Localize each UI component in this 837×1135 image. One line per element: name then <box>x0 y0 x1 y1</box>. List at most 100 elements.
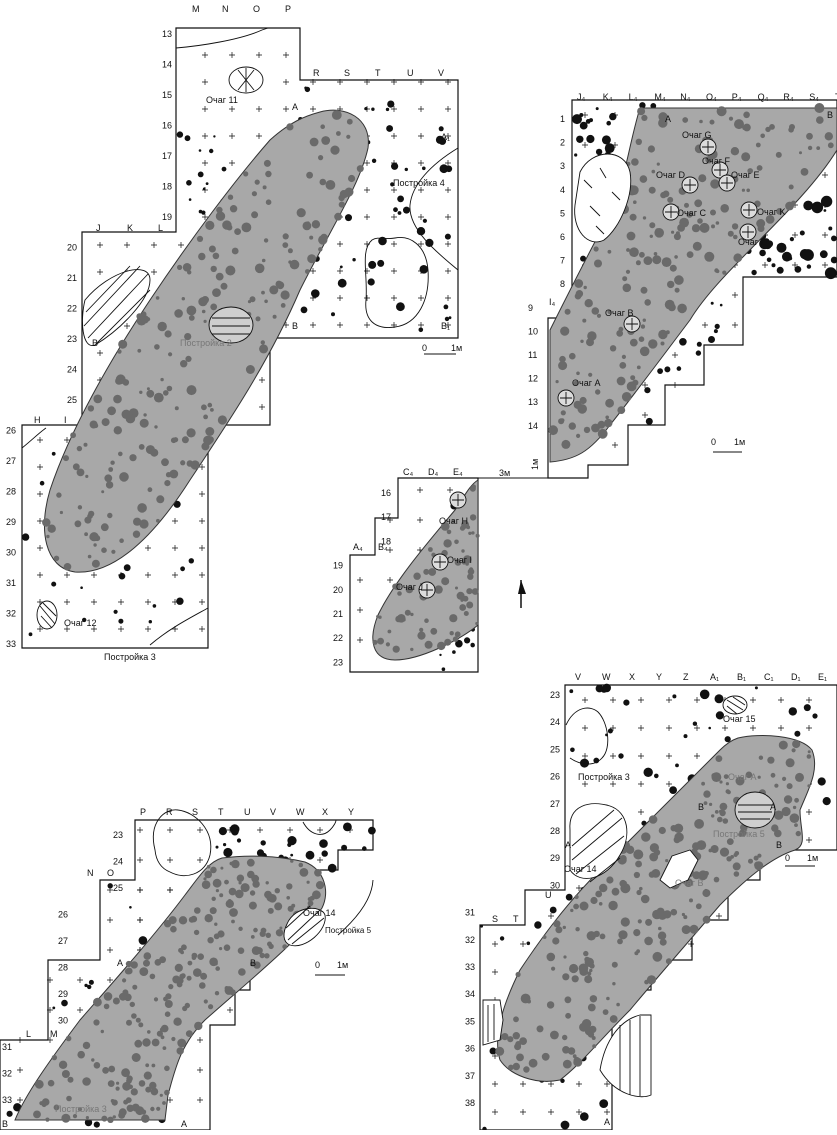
pit-dot <box>647 145 656 153</box>
plan2-hearth-symbols <box>418 138 758 599</box>
pit-dot <box>560 418 565 423</box>
pit-dot <box>715 269 720 274</box>
find-dot <box>290 853 294 857</box>
pit-dot <box>733 234 738 240</box>
pit-dot <box>170 925 177 933</box>
pit-dot <box>253 927 258 933</box>
find-dot <box>830 256 837 264</box>
pit-dot <box>662 190 670 198</box>
grid-cross <box>145 545 151 551</box>
contour-top <box>175 27 269 49</box>
pit-dot <box>594 259 602 268</box>
pit-dot <box>727 230 734 237</box>
pit-dot <box>265 199 272 205</box>
pit-dot <box>229 908 238 917</box>
pit-dot <box>290 859 294 863</box>
col-label: N <box>87 868 94 878</box>
find-dot <box>822 797 831 806</box>
pit-dot <box>187 960 193 966</box>
pit-dot <box>162 1046 167 1050</box>
pit-dot <box>579 901 589 911</box>
pit-dot <box>593 930 600 938</box>
pit-dot <box>507 1036 514 1043</box>
find-dot <box>364 107 368 111</box>
hearth-14-p4-hatch <box>571 809 625 883</box>
hearth-14-label: Очаг 14 <box>303 908 336 918</box>
pit-dot <box>224 986 234 995</box>
pit-dot <box>338 201 345 208</box>
pit-dot <box>63 455 69 462</box>
pit-dot <box>100 523 109 532</box>
pit-dot <box>203 414 209 420</box>
grid-cross <box>118 599 124 605</box>
find-dot <box>118 618 124 624</box>
pit-dot <box>184 333 192 341</box>
grid-cross <box>732 292 738 298</box>
pit-dot <box>320 233 328 242</box>
grid-cross <box>283 79 289 85</box>
pit-dot <box>121 409 131 419</box>
pit-dot <box>231 859 240 869</box>
pit-dot <box>468 531 472 535</box>
col-label: P <box>140 807 146 817</box>
pit-dot <box>714 810 719 814</box>
find-dot <box>574 153 578 157</box>
pit-dot <box>265 881 269 885</box>
pit-dot <box>186 975 192 981</box>
pit-dot <box>146 387 150 391</box>
find-dot <box>84 983 88 988</box>
hearth-symbol-cross <box>714 164 726 176</box>
pit-dot <box>587 971 592 976</box>
pit-dot <box>579 1022 589 1032</box>
pit-dot <box>151 1063 156 1068</box>
pit-dot <box>466 601 474 609</box>
pit-dot <box>139 967 149 976</box>
pit-dot <box>726 856 732 862</box>
pit-dot <box>591 1036 596 1040</box>
grid-cross <box>750 697 756 703</box>
find-dot <box>669 786 677 794</box>
col-label: B₄ <box>378 542 388 552</box>
grid-cross <box>418 295 424 301</box>
pit-dot <box>571 975 579 983</box>
find-dot <box>464 637 471 644</box>
find-dot <box>719 303 723 307</box>
pit-dot <box>111 1099 118 1106</box>
row-label: 24 <box>113 857 123 867</box>
section-b-label-3: B <box>250 958 256 968</box>
pit-dot <box>631 158 639 166</box>
grid-cross <box>91 572 97 578</box>
find-dot <box>819 250 828 259</box>
pit-dot <box>674 275 684 285</box>
plan4-scale-one: 1м <box>807 853 818 863</box>
pit-dot <box>617 406 626 414</box>
plan1-pit-dots <box>42 110 364 571</box>
pit-dot <box>138 1080 146 1087</box>
pit-dot <box>76 445 83 452</box>
plan-1-building-2: M N O P R S T U V J K L H I 13 14 15 16 17 18 19 20 21 22 23 24 25… <box>6 4 462 662</box>
pit-dot <box>609 345 617 352</box>
pit-dot <box>607 249 612 254</box>
pit-dot <box>91 1058 95 1062</box>
pit-dot <box>198 297 208 307</box>
pit-dot <box>185 355 192 362</box>
pit-dot <box>454 631 461 638</box>
pit-dot <box>658 112 668 122</box>
pit-dot <box>118 339 128 349</box>
pit-dot <box>100 1029 105 1034</box>
find-dot <box>397 211 402 215</box>
pit-dot <box>732 862 741 871</box>
pit-dot <box>800 168 809 176</box>
pit-dot <box>215 889 219 893</box>
pit-dot <box>249 296 256 303</box>
grid-cross <box>199 518 205 524</box>
grid-cross <box>310 268 316 274</box>
pit-dot <box>806 132 813 140</box>
pit-dot <box>591 307 600 315</box>
pit-dot <box>318 155 324 161</box>
find-dot <box>377 259 385 267</box>
pit-dot <box>597 420 606 429</box>
pit-dot <box>686 251 694 258</box>
hatched-area-a36-lines <box>619 1016 641 1096</box>
find-dot <box>339 265 343 269</box>
